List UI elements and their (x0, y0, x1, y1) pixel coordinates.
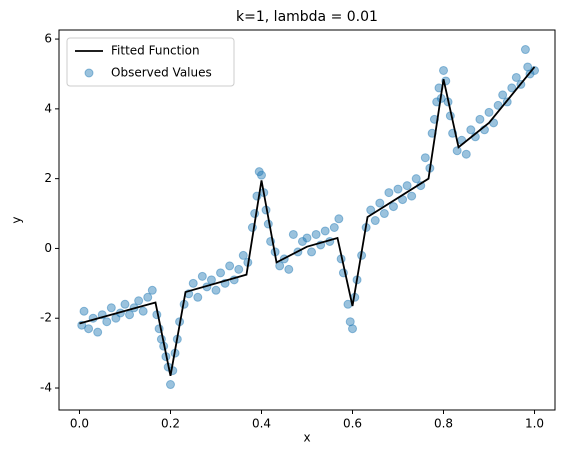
data-point (225, 261, 235, 271)
y-tick-label: -4 (40, 381, 52, 395)
x-tick-label: 0.2 (161, 417, 180, 431)
data-point (256, 170, 266, 180)
data-point (311, 229, 321, 239)
data-point (138, 306, 148, 316)
data-point (507, 83, 517, 93)
data-point (511, 72, 521, 82)
data-point (288, 229, 298, 239)
data-point (120, 299, 130, 309)
x-tick-label: 1.0 (525, 417, 544, 431)
chart-title: k=1, lambda = 0.01 (236, 9, 378, 25)
data-point (297, 236, 307, 246)
data-point (320, 226, 330, 236)
data-point (275, 261, 285, 271)
y-tick-label: 6 (44, 32, 52, 46)
data-point (439, 65, 449, 75)
x-tick-label: 0.6 (343, 417, 362, 431)
data-point (197, 271, 207, 281)
data-point (134, 296, 144, 306)
y-tick-label: 2 (44, 171, 52, 185)
data-point (193, 292, 203, 302)
data-point (165, 380, 175, 390)
fitted-line (79, 66, 536, 376)
data-point (345, 317, 355, 327)
plot-frame (58, 29, 556, 411)
data-point (216, 268, 226, 278)
data-point (370, 216, 380, 226)
data-point (284, 264, 294, 274)
legend-label: Fitted Function (111, 44, 200, 58)
data-point (498, 90, 508, 100)
data-point (384, 188, 394, 198)
legend-box (66, 37, 235, 87)
data-point (402, 181, 412, 191)
data-point (188, 278, 198, 288)
data-point (206, 275, 216, 285)
data-point (307, 247, 317, 257)
data-point (329, 223, 339, 233)
data-point (84, 324, 94, 334)
y-tick-label: -2 (40, 311, 52, 325)
x-tick-label: 0.4 (252, 417, 271, 431)
data-point (461, 149, 471, 159)
data-point (102, 317, 112, 327)
legend-label: Observed Values (111, 66, 212, 80)
data-point (302, 233, 312, 243)
x-tick-label: 0.8 (434, 417, 453, 431)
data-point (125, 310, 135, 320)
data-point (254, 167, 264, 177)
x-tick-label: 0.0 (70, 417, 89, 431)
data-point (484, 107, 494, 117)
data-point (106, 303, 116, 313)
data-point (79, 306, 89, 316)
data-point (334, 214, 344, 224)
y-axis-label: y (10, 216, 24, 223)
y-tick-label: 0 (44, 241, 52, 255)
data-point (466, 125, 476, 135)
x-axis-label: x (303, 431, 310, 445)
data-point (475, 114, 485, 124)
data-point (93, 327, 103, 337)
data-point (523, 62, 533, 72)
data-point (407, 191, 417, 201)
data-point (379, 209, 389, 219)
legend-marker (84, 68, 94, 78)
data-point (420, 153, 430, 163)
data-point (147, 285, 157, 295)
data-point (143, 292, 153, 302)
data-point (234, 264, 244, 274)
data-point (375, 198, 385, 208)
data-point (388, 202, 398, 212)
data-point (393, 184, 403, 194)
y-tick-label: 4 (44, 101, 52, 115)
data-point (520, 45, 530, 55)
data-point (348, 324, 358, 334)
data-point (452, 146, 462, 156)
data-point (411, 174, 421, 184)
data-point (238, 250, 248, 260)
data-point (211, 285, 221, 295)
